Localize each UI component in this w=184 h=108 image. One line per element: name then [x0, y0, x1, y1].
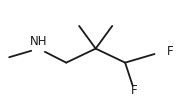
Text: F: F — [131, 84, 138, 97]
Text: NH: NH — [30, 35, 47, 48]
Text: F: F — [167, 45, 173, 58]
